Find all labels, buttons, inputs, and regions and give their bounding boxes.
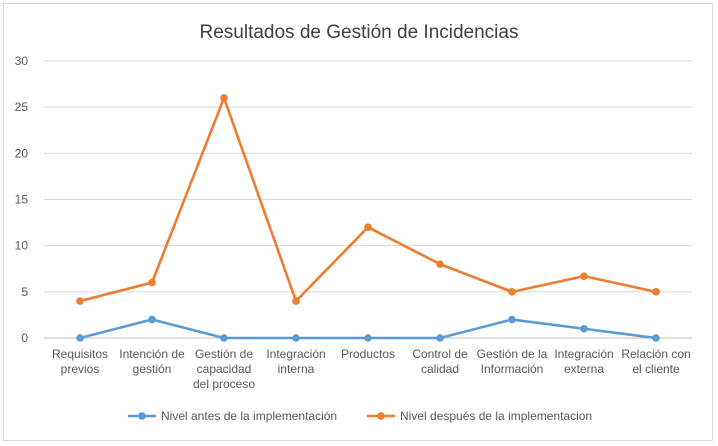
series-1 bbox=[76, 94, 660, 305]
data-point bbox=[436, 260, 444, 268]
legend-marker bbox=[138, 412, 146, 420]
data-point bbox=[220, 94, 228, 102]
x-category-label: Requisitos previos bbox=[52, 347, 108, 376]
data-point bbox=[76, 334, 84, 342]
legend-label: Nivel antes de la implementación bbox=[161, 409, 337, 423]
legend-marker bbox=[377, 412, 385, 420]
data-point bbox=[292, 297, 300, 305]
x-category-label: Gestión de la Información bbox=[477, 347, 548, 376]
x-category-label: Intención de gestión bbox=[119, 347, 185, 376]
y-tick-label: 10 bbox=[15, 239, 29, 253]
y-tick-label: 25 bbox=[15, 100, 29, 114]
y-tick-label: 5 bbox=[21, 285, 28, 299]
data-point bbox=[580, 272, 588, 280]
x-category-label: Integración externa bbox=[554, 347, 613, 376]
legend-item: Nivel después de la implementacion bbox=[367, 409, 592, 423]
x-category-label: Relación con el cliente bbox=[621, 347, 690, 376]
y-tick-label: 30 bbox=[15, 54, 29, 68]
y-tick-label: 15 bbox=[15, 193, 29, 207]
legend-label: Nivel después de la implementacion bbox=[400, 409, 592, 423]
data-point bbox=[652, 288, 660, 296]
grid-lines bbox=[44, 60, 692, 339]
x-category-label: Productos bbox=[341, 347, 395, 361]
chart-frame bbox=[3, 3, 713, 441]
data-point bbox=[508, 288, 516, 296]
data-point bbox=[580, 324, 588, 333]
data-point bbox=[364, 334, 372, 342]
data-point bbox=[148, 278, 156, 287]
y-axis: 0 5 10 15 20 25 30 bbox=[15, 54, 29, 345]
legend: Nivel antes de la implementación Nivel de… bbox=[128, 409, 592, 423]
data-point bbox=[292, 334, 300, 342]
series-group bbox=[76, 94, 660, 342]
data-point bbox=[364, 223, 372, 231]
data-point bbox=[148, 315, 156, 324]
x-axis: Requisitos previos Intención de gestión Gest… bbox=[52, 347, 691, 391]
y-tick-label: 0 bbox=[21, 331, 28, 345]
data-point bbox=[76, 297, 84, 305]
data-point bbox=[508, 315, 516, 324]
x-category-label: Control de calidad bbox=[412, 347, 468, 376]
legend-item: Nivel antes de la implementación bbox=[128, 409, 337, 423]
chart-title: Resultados de Gestión de Incidencias bbox=[200, 22, 519, 43]
y-tick-label: 20 bbox=[15, 146, 29, 160]
series-0 bbox=[76, 315, 660, 342]
data-point bbox=[220, 334, 228, 342]
data-point bbox=[652, 334, 660, 342]
x-category-label: Integración interna bbox=[266, 347, 325, 376]
x-category-label: Gestión de capacidad del proceso bbox=[193, 347, 255, 391]
data-point bbox=[436, 334, 444, 342]
